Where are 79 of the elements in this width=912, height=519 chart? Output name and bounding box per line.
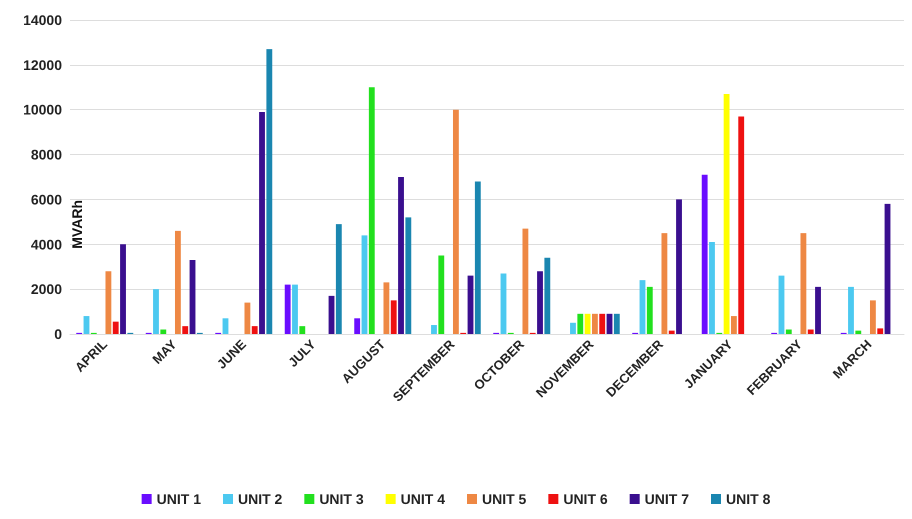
bar <box>577 314 584 334</box>
bar <box>786 330 792 334</box>
bar <box>500 273 506 334</box>
bar <box>328 296 334 334</box>
bar <box>474 181 481 334</box>
bar <box>299 326 306 334</box>
bar <box>544 258 550 334</box>
bar <box>362 235 368 334</box>
bar <box>738 116 744 334</box>
bar <box>661 233 668 334</box>
legend-label: UNIT 5 <box>482 491 527 507</box>
bar <box>522 228 528 334</box>
bar <box>336 224 342 334</box>
bar <box>584 314 591 334</box>
bar <box>438 256 444 334</box>
bar <box>668 330 675 334</box>
bar <box>676 199 682 334</box>
y-tick-label: 14000 <box>23 12 62 28</box>
legend-label: UNIT 8 <box>726 491 771 507</box>
bar <box>709 242 715 334</box>
bar <box>354 318 360 334</box>
bar <box>190 260 196 334</box>
bar <box>884 204 890 334</box>
bar <box>570 322 576 334</box>
bar <box>730 316 737 334</box>
bar <box>606 314 612 334</box>
legend-label: UNIT 4 <box>400 491 446 507</box>
bar <box>537 271 543 334</box>
bar <box>252 326 258 334</box>
legend-label: UNIT 1 <box>156 491 202 507</box>
bar <box>640 280 646 334</box>
bar <box>368 87 375 334</box>
bar <box>646 286 653 334</box>
bar <box>815 286 821 334</box>
bar <box>153 289 159 334</box>
legend-label: UNIT 3 <box>319 491 364 507</box>
bar <box>599 314 606 334</box>
bar <box>284 284 291 334</box>
bar <box>160 330 166 334</box>
bar <box>870 300 876 334</box>
bar <box>112 322 119 334</box>
bar <box>848 286 854 334</box>
y-tick-label: 10000 <box>23 102 62 118</box>
bar <box>120 244 126 334</box>
legend-label: UNIT 7 <box>644 491 690 507</box>
bar <box>244 302 250 334</box>
bar <box>800 233 806 334</box>
legend-label: UNIT 6 <box>563 491 608 507</box>
bar <box>105 271 112 334</box>
bar <box>259 112 265 334</box>
bar <box>266 49 272 334</box>
bar <box>405 217 412 334</box>
y-tick-label: 12000 <box>23 56 62 73</box>
y-axis-title: MVARh <box>69 200 85 249</box>
bar <box>592 314 598 334</box>
bar <box>174 230 181 334</box>
legend-label: UNIT 2 <box>238 491 283 507</box>
y-tick-label: 0 <box>54 326 62 342</box>
bar <box>808 330 814 334</box>
bar <box>702 174 708 334</box>
y-tick-label: 4000 <box>30 236 62 252</box>
y-tick-label: 2000 <box>30 281 62 298</box>
bar <box>468 276 474 334</box>
bar <box>398 177 404 334</box>
bar <box>778 276 784 334</box>
bar <box>614 314 620 334</box>
bar <box>452 110 459 334</box>
bar <box>431 325 437 334</box>
bar <box>390 300 397 334</box>
bar <box>724 94 730 334</box>
bar <box>84 316 90 334</box>
bar <box>292 284 298 334</box>
bar <box>222 318 228 334</box>
y-tick-label: 8000 <box>30 146 62 163</box>
bar <box>855 330 862 334</box>
bar <box>877 328 884 334</box>
bar <box>383 282 390 334</box>
bar <box>182 326 188 334</box>
y-tick-label: 6000 <box>30 191 62 208</box>
